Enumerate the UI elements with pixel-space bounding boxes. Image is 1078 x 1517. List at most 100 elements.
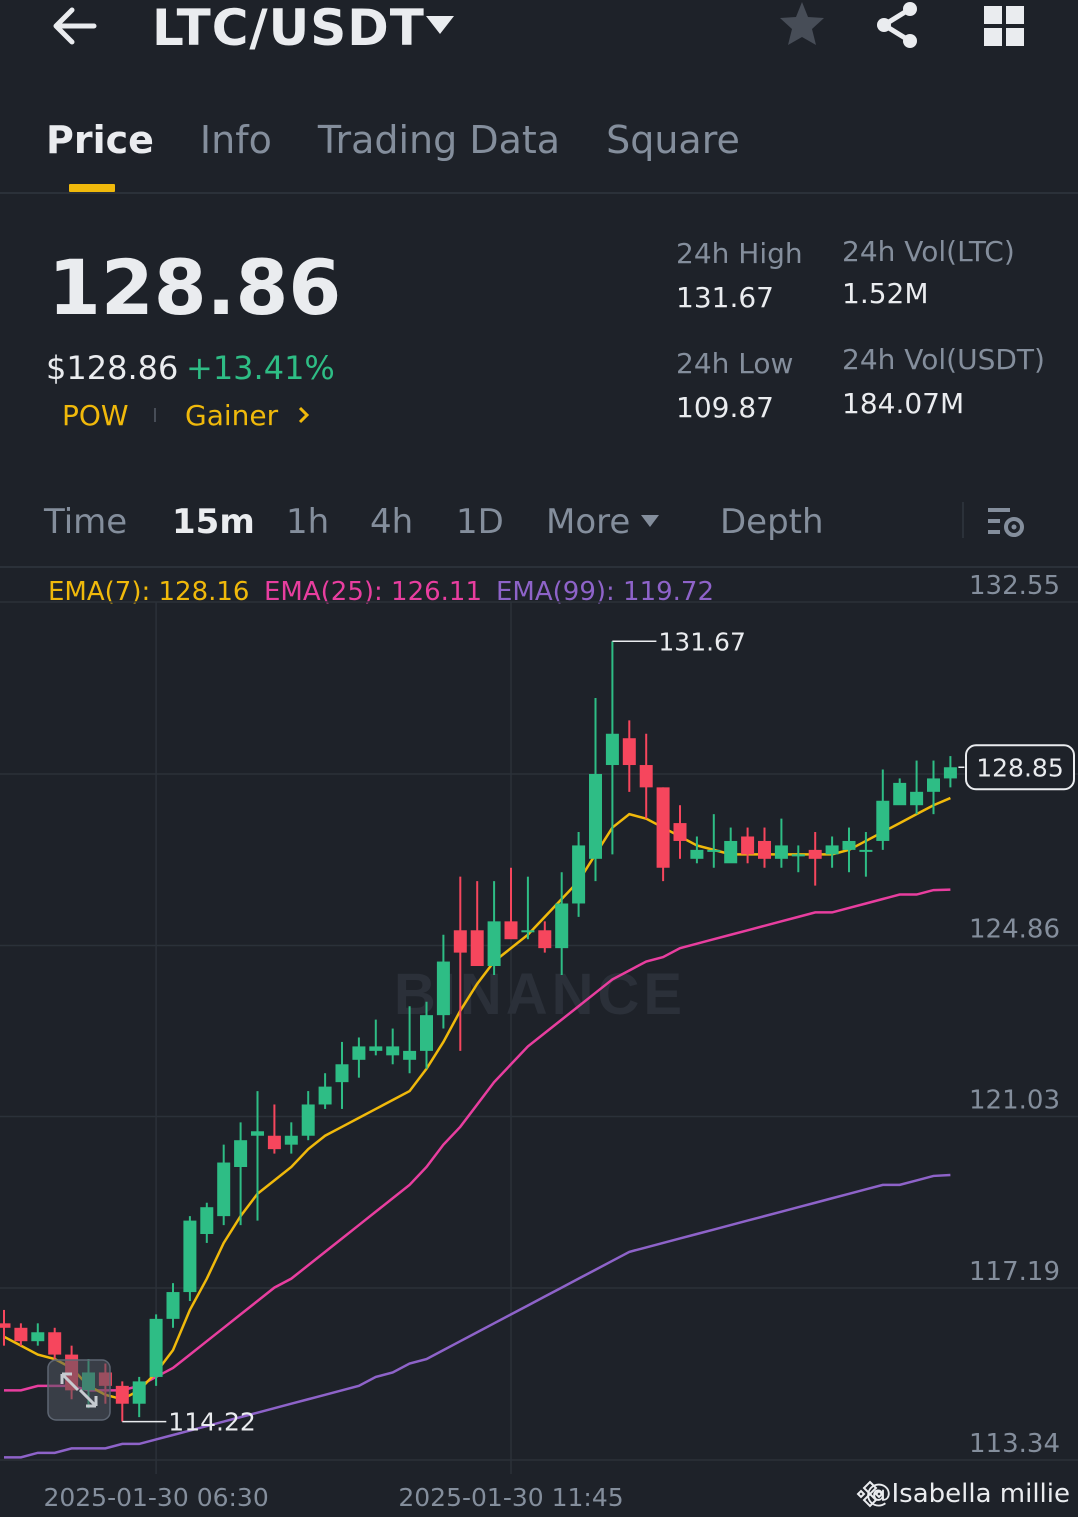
interval-separator: [962, 502, 964, 538]
tab-info[interactable]: Info: [199, 118, 272, 162]
interval-depth[interactable]: Depth: [720, 502, 824, 542]
x-tick-label: 2025-01-30 06:30: [43, 1483, 268, 1512]
stat-high-value: 131.67: [676, 281, 774, 314]
candle-body: [14, 1327, 28, 1342]
candle-body: [200, 1207, 214, 1234]
tag-pow[interactable]: POW: [62, 399, 129, 432]
stat-low-value: 109.87: [676, 391, 774, 424]
interval-15m[interactable]: 15m: [172, 502, 255, 542]
candle-body: [453, 930, 467, 953]
star-icon[interactable]: [778, 0, 826, 50]
candle-body: [183, 1220, 197, 1293]
tag-separator: [154, 408, 156, 422]
binance-logo-icon: [856, 1480, 884, 1508]
candle-body: [301, 1104, 315, 1136]
candle-body: [622, 738, 636, 766]
interval-divider: [0, 566, 1078, 568]
candle-body: [48, 1332, 62, 1355]
candle-body: [487, 921, 501, 967]
candle-body: [825, 845, 839, 855]
expand-arrows-icon: [60, 1372, 98, 1408]
interval-4h[interactable]: 4h: [370, 502, 414, 542]
candle-body: [470, 930, 484, 967]
stat-vol-usdt-label: 24h Vol(USDT): [842, 343, 1045, 376]
candle-body: [876, 800, 890, 841]
stat-vol-usdt-value: 184.07M: [842, 387, 965, 420]
caret-down-icon[interactable]: [424, 14, 456, 36]
candle-body: [267, 1135, 281, 1150]
candle-body: [673, 823, 687, 841]
candle-body: [690, 849, 704, 859]
candle-body: [639, 765, 653, 788]
candle-body: [149, 1318, 163, 1377]
chart-settings-icon[interactable]: [986, 502, 1026, 542]
usd-price: $128.86: [46, 349, 179, 387]
active-tab-indicator: [69, 184, 115, 192]
candle-body: [910, 791, 924, 806]
y-tick-label: 124.86: [969, 914, 1060, 944]
candlestick-chart[interactable]: BINANCE 132.55128.70124.86121.03117.1911…: [0, 566, 1078, 1517]
tab-price[interactable]: Price: [46, 118, 154, 162]
min-price-label: 114.22: [168, 1408, 255, 1437]
header-divider: [0, 192, 1078, 194]
candle-body: [504, 921, 518, 940]
candle-body: [403, 1050, 417, 1060]
stat-vol-ltc-label: 24h Vol(LTC): [842, 235, 1015, 268]
back-arrow-icon[interactable]: [48, 4, 100, 48]
creator-handle: @Isabella millie: [865, 1479, 1070, 1509]
interval-time[interactable]: Time: [44, 502, 128, 542]
candle-body: [115, 1385, 129, 1404]
y-tick-label: 117.19: [969, 1257, 1060, 1287]
x-tick-label: 2025-01-30 11:45: [398, 1483, 623, 1512]
price-change-percent: +13.41%: [186, 349, 335, 387]
grid-icon[interactable]: [982, 4, 1026, 48]
y-tick-label: 113.34: [969, 1429, 1060, 1459]
candle-body: [318, 1086, 332, 1105]
candle-body: [234, 1140, 248, 1168]
ema99-line: [4, 1173, 951, 1459]
stat-vol-ltc-value: 1.52M: [842, 277, 929, 310]
candle-body: [352, 1046, 366, 1060]
tag-gainer[interactable]: Gainer: [185, 399, 279, 432]
max-price-label: 131.67: [658, 627, 745, 656]
candle-body: [132, 1381, 146, 1404]
candle-body: [386, 1046, 400, 1056]
candle-body: [859, 849, 873, 852]
candle-body: [436, 961, 450, 1016]
candle-body: [251, 1131, 264, 1136]
more-caret-down-icon[interactable]: [640, 514, 660, 528]
candle-body: [420, 1015, 433, 1051]
candle-body: [605, 733, 619, 766]
candle-body: [791, 854, 805, 857]
share-icon[interactable]: [874, 0, 922, 50]
candle-body: [31, 1332, 45, 1342]
current-price-label: 128.85: [976, 753, 1063, 782]
last-price: 128.86: [48, 243, 342, 332]
candle-body: [217, 1162, 231, 1217]
candle-body: [927, 778, 940, 792]
candle-body: [774, 845, 788, 859]
interval-1h[interactable]: 1h: [286, 502, 330, 542]
candle-body: [369, 1046, 383, 1051]
chevron-right-icon[interactable]: [296, 404, 312, 426]
stat-low-label: 24h Low: [676, 347, 794, 380]
candle-body: [724, 840, 738, 864]
expand-icon[interactable]: [47, 1359, 111, 1421]
tab-bar: Price Info Trading Data Square: [46, 116, 740, 164]
candle-body: [758, 840, 771, 859]
tab-trading-data[interactable]: Trading Data: [317, 118, 561, 162]
candle-body: [166, 1292, 180, 1319]
candle-body: [656, 787, 670, 868]
interval-more[interactable]: More: [546, 502, 631, 542]
candle-body: [335, 1064, 349, 1083]
candle-body: [0, 1323, 11, 1328]
candle-body: [589, 773, 602, 859]
current-price-tag: [965, 744, 1075, 791]
candle-body: [943, 767, 957, 779]
stat-high-label: 24h High: [676, 237, 803, 270]
candle-body: [741, 836, 755, 855]
interval-1d[interactable]: 1D: [456, 502, 504, 542]
pair-title[interactable]: LTC/USDT: [152, 0, 425, 57]
tab-square[interactable]: Square: [606, 118, 740, 162]
y-tick-label: 121.03: [969, 1086, 1060, 1116]
